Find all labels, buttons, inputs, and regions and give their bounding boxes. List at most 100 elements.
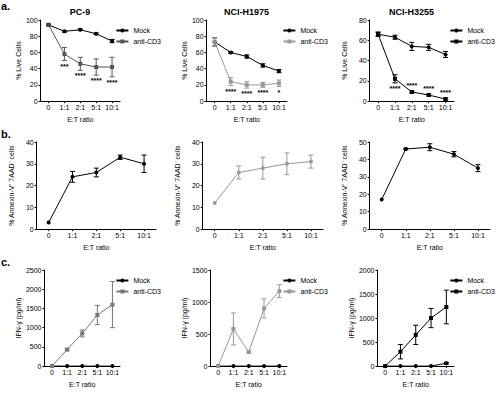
svg-text:1:1: 1:1 [226, 104, 236, 111]
svg-text:0: 0 [50, 369, 54, 376]
svg-text:0: 0 [363, 226, 367, 233]
svg-text:500: 500 [30, 343, 42, 350]
svg-text:% Annexin-V⁺ 7AAD⁻ cells: % Annexin-V⁺ 7AAD⁻ cells [341, 145, 348, 226]
svg-text:Mock: Mock [467, 27, 484, 34]
svg-text:10:1: 10:1 [439, 104, 453, 111]
svg-text:IFN-γ (pg/ml): IFN-γ (pg/ml) [181, 298, 189, 339]
svg-text:30: 30 [359, 173, 367, 180]
svg-text:5:1: 5:1 [426, 369, 436, 376]
svg-text:****: **** [257, 89, 268, 96]
svg-text:80: 80 [196, 33, 204, 40]
svg-text:% Live Cells: % Live Cells [341, 41, 348, 80]
svg-text:E:T ratio: E:T ratio [69, 381, 95, 388]
svg-text:40: 40 [196, 65, 204, 72]
svg-text:****: **** [75, 72, 86, 79]
svg-text:20: 20 [196, 81, 204, 88]
svg-text:****: **** [107, 79, 118, 86]
svg-text:****: **** [225, 88, 236, 95]
svg-text:Mock: Mock [133, 277, 150, 284]
svg-text:PC-9: PC-9 [70, 7, 91, 17]
svg-text:40: 40 [192, 139, 200, 146]
svg-text:2500: 2500 [26, 267, 42, 274]
svg-text:E:T ratio: E:T ratio [236, 381, 262, 388]
svg-text:60: 60 [196, 49, 204, 56]
svg-text:0: 0 [376, 104, 380, 111]
svg-text:anti-CD3: anti-CD3 [467, 38, 495, 45]
svg-text:5:1: 5:1 [92, 369, 102, 376]
svg-text:60: 60 [359, 37, 367, 44]
svg-text:40: 40 [359, 57, 367, 64]
svg-text:0: 0 [30, 226, 34, 233]
svg-text:anti-CD3: anti-CD3 [133, 38, 161, 45]
svg-text:0: 0 [47, 104, 51, 111]
svg-text:1000: 1000 [359, 315, 375, 322]
svg-text:2:1: 2:1 [425, 232, 435, 239]
svg-text:10:1: 10:1 [471, 232, 485, 239]
svg-text:2:1: 2:1 [411, 369, 421, 376]
svg-text:10: 10 [359, 208, 367, 215]
svg-text:20: 20 [30, 81, 38, 88]
svg-text:2:1: 2:1 [407, 104, 417, 111]
svg-text:anti-CD3: anti-CD3 [300, 288, 328, 295]
svg-text:E:T ratio: E:T ratio [399, 116, 425, 123]
svg-text:E:T ratio: E:T ratio [417, 244, 443, 251]
svg-text:0: 0 [196, 226, 200, 233]
svg-text:5:1: 5:1 [282, 232, 292, 239]
svg-text:80: 80 [359, 17, 367, 24]
svg-text:40: 40 [359, 156, 367, 163]
svg-text:0: 0 [34, 98, 38, 105]
svg-text:0: 0 [213, 232, 217, 239]
svg-text:Mock: Mock [300, 27, 317, 34]
svg-text:2:1: 2:1 [244, 369, 254, 376]
svg-text:10:1: 10:1 [440, 369, 454, 376]
svg-text:5:1: 5:1 [91, 104, 101, 111]
svg-text:2:1: 2:1 [77, 369, 87, 376]
svg-text:5:1: 5:1 [258, 104, 268, 111]
svg-text:40: 40 [30, 65, 38, 72]
svg-text:10: 10 [26, 204, 34, 211]
svg-text:1:1: 1:1 [62, 369, 72, 376]
svg-text:1:1: 1:1 [234, 232, 244, 239]
svg-text:0: 0 [204, 363, 208, 370]
svg-text:****: **** [406, 82, 417, 89]
svg-text:20: 20 [26, 182, 34, 189]
svg-text:Mock: Mock [300, 277, 317, 284]
svg-text:1000: 1000 [192, 299, 208, 306]
svg-text:2:1: 2:1 [242, 104, 252, 111]
svg-text:1000: 1000 [26, 324, 42, 331]
svg-text:*: * [278, 89, 281, 96]
svg-text:% Annexin-V⁺ 7AAD⁻ cells: % Annexin-V⁺ 7AAD⁻ cells [8, 145, 15, 226]
svg-text:80: 80 [30, 33, 38, 40]
svg-text:500: 500 [363, 339, 375, 346]
svg-text:****: **** [91, 77, 102, 84]
svg-text:E:T ratio: E:T ratio [67, 116, 93, 123]
svg-text:E:T ratio: E:T ratio [234, 116, 260, 123]
svg-text:NCI-H3255: NCI-H3255 [389, 7, 434, 17]
svg-text:10:1: 10:1 [105, 104, 119, 111]
svg-text:0: 0 [200, 98, 204, 105]
svg-text:IFN-γ (pg/ml): IFN-γ (pg/ml) [348, 298, 356, 339]
svg-text:1:1: 1:1 [60, 104, 70, 111]
svg-text:40: 40 [26, 139, 34, 146]
svg-text:% Live Cells: % Live Cells [181, 41, 188, 80]
svg-text:10:1: 10:1 [273, 369, 287, 376]
svg-text:Mock: Mock [467, 277, 484, 284]
svg-text:****: **** [423, 85, 434, 92]
svg-text:10:1: 10:1 [304, 232, 318, 239]
svg-text:0: 0 [216, 369, 220, 376]
svg-text:2:1: 2:1 [258, 232, 268, 239]
svg-text:5:1: 5:1 [259, 369, 269, 376]
svg-text:E:T ratio: E:T ratio [403, 381, 429, 388]
svg-text:0: 0 [371, 363, 375, 370]
svg-text:30: 30 [192, 160, 200, 167]
svg-text:30: 30 [26, 160, 34, 167]
svg-text:60: 60 [30, 49, 38, 56]
svg-text:E:T ratio: E:T ratio [83, 244, 109, 251]
svg-text:1500: 1500 [26, 305, 42, 312]
svg-text:20: 20 [359, 77, 367, 84]
svg-text:anti-CD3: anti-CD3 [300, 38, 328, 45]
svg-text:1:1: 1:1 [401, 232, 411, 239]
svg-text:10:1: 10:1 [137, 232, 151, 239]
svg-text:5:1: 5:1 [424, 104, 434, 111]
svg-text:100: 100 [192, 17, 204, 24]
